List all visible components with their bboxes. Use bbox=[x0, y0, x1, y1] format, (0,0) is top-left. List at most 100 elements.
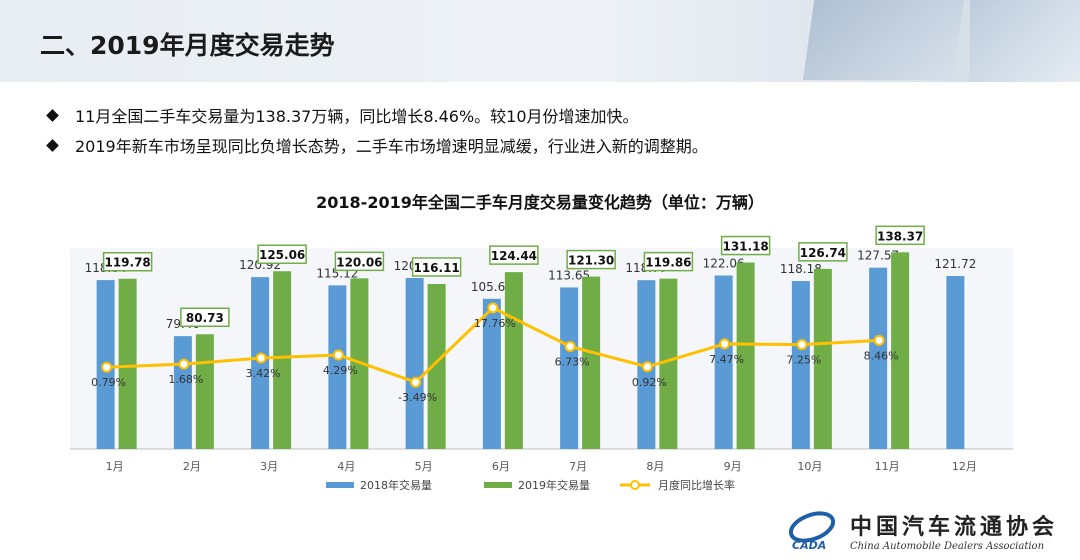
label-2019-4: 120.06 bbox=[336, 255, 382, 269]
growth-rate-label-6: 17.76% bbox=[474, 317, 516, 330]
label-2018-9: 122.06 bbox=[703, 257, 745, 271]
bullet-text: 11月全国二手车交易量为138.37万辆，同比增长8.46%。较10月份增速加快… bbox=[75, 107, 639, 126]
label-box-2019-4 bbox=[334, 251, 385, 272]
growth-rate-point-11 bbox=[873, 334, 885, 346]
header-banner: 二、2019年月度交易走势 bbox=[0, 0, 1080, 82]
legend-swatch-2018 bbox=[326, 482, 354, 488]
label-2019-9: 131.18 bbox=[722, 240, 768, 254]
growth-rate-point-8 bbox=[641, 361, 653, 373]
bar-2019-8 bbox=[659, 278, 678, 449]
label-box-2019-9 bbox=[720, 235, 771, 256]
label-2019-6: 124.44 bbox=[491, 249, 537, 263]
x-tick-label-9: 9月 bbox=[724, 460, 742, 473]
x-tick-label-6: 6月 bbox=[492, 460, 510, 473]
bar-2018-11 bbox=[869, 267, 888, 449]
growth-rate-label-8: 0.92% bbox=[632, 376, 667, 389]
bullet-item: 2019年新车市场呈现同比负增长态势，二手车市场增速明显减缓，行业进入新的调整期… bbox=[46, 130, 708, 160]
growth-rate-point-10 bbox=[796, 339, 808, 351]
legend-label-2018: 2018年交易量 bbox=[360, 478, 432, 492]
growth-rate-point-7 bbox=[564, 340, 576, 352]
legend-swatch-line-marker bbox=[630, 480, 640, 490]
x-tick-label-10: 10月 bbox=[797, 460, 822, 473]
bar-2018-7 bbox=[560, 287, 579, 449]
growth-rate-label-1: 0.79% bbox=[91, 376, 126, 389]
bar-2019-7 bbox=[582, 276, 601, 449]
bullet-item: 11月全国二手车交易量为138.37万辆，同比增长8.46%。较10月份增速加快… bbox=[46, 100, 708, 130]
label-2018-6: 105.67 bbox=[471, 280, 513, 294]
growth-rate-label-7: 6.73% bbox=[555, 355, 590, 368]
chart-title: 2018-2019年全国二手车月度交易量变化趋势（单位：万辆） bbox=[316, 193, 764, 212]
x-tick-label-5: 5月 bbox=[415, 460, 433, 473]
label-2019-7: 121.30 bbox=[568, 254, 614, 268]
bar-2019-10 bbox=[813, 268, 832, 449]
growth-rate-label-5: -3.49% bbox=[398, 391, 437, 404]
logo-english-name: China Automobile Dealers Association bbox=[850, 540, 1045, 552]
x-tick-label-12: 12月 bbox=[952, 460, 977, 473]
bar-2018-10 bbox=[791, 281, 810, 449]
label-box-2019-7 bbox=[566, 249, 616, 270]
label-2018-7: 113.65 bbox=[548, 268, 590, 282]
growth-rate-point-3 bbox=[255, 352, 267, 364]
label-2018-12: 121.72 bbox=[934, 257, 976, 271]
growth-rate-label-9: 7.47% bbox=[709, 353, 744, 366]
chart: 118.84119.781月79.4080.732月120.92125.063月… bbox=[70, 225, 1013, 492]
bar-2018-4 bbox=[328, 285, 347, 449]
x-tick-label-8: 8月 bbox=[646, 460, 664, 473]
x-tick-label-4: 4月 bbox=[337, 460, 355, 473]
growth-rate-label-2: 1.68% bbox=[168, 373, 203, 386]
label-2019-8: 119.86 bbox=[645, 256, 691, 270]
logo-chinese-name: 中国汽车流通协会 bbox=[850, 513, 1059, 540]
label-box-2019-2 bbox=[180, 307, 230, 327]
label-box-2019-11 bbox=[875, 225, 925, 246]
bar-2019-5 bbox=[427, 283, 446, 449]
label-2019-5: 116.11 bbox=[413, 261, 459, 275]
legend-label-2019: 2019年交易量 bbox=[518, 478, 590, 492]
x-tick-label-11: 11月 bbox=[875, 460, 900, 473]
bar-2019-11 bbox=[891, 252, 910, 449]
bar-2019-3 bbox=[273, 271, 292, 449]
growth-rate-label-3: 3.42% bbox=[246, 367, 281, 380]
bar-2018-2 bbox=[173, 336, 192, 449]
x-tick-label-1: 1月 bbox=[106, 460, 124, 473]
cada-logo-mark: CADA bbox=[788, 507, 842, 553]
legend-label-growth-rate: 月度同比增长率 bbox=[658, 478, 735, 492]
bar-2018-5 bbox=[405, 278, 424, 449]
growth-rate-point-5 bbox=[410, 376, 422, 388]
plot-area bbox=[70, 248, 1013, 449]
label-2019-2: 80.73 bbox=[186, 311, 224, 325]
label-box-2019-1 bbox=[102, 251, 153, 272]
bullet-text: 2019年新车市场呈现同比负增长态势，二手车市场增速明显减缓，行业进入新的调整期… bbox=[75, 137, 708, 156]
growth-rate-point-2 bbox=[178, 358, 190, 370]
growth-rate-point-6 bbox=[487, 302, 499, 314]
label-2018-11: 127.57 bbox=[857, 249, 899, 263]
label-box-2019-6 bbox=[489, 245, 539, 265]
label-2019-11: 138.37 bbox=[877, 229, 923, 243]
bar-2018-9 bbox=[714, 275, 733, 449]
growth-rate-point-9 bbox=[719, 338, 731, 350]
label-box-2019-5 bbox=[411, 257, 462, 277]
label-2018-10: 118.18 bbox=[780, 262, 822, 276]
bar-2019-2 bbox=[195, 334, 214, 449]
growth-rate-point-4 bbox=[332, 349, 344, 361]
label-box-2019-10 bbox=[798, 242, 848, 262]
x-tick-label-7: 7月 bbox=[569, 460, 587, 473]
label-2019-10: 126.74 bbox=[800, 246, 846, 260]
bar-2019-1 bbox=[118, 278, 137, 449]
bar-2019-9 bbox=[736, 262, 755, 449]
header-decoration bbox=[970, 0, 1080, 82]
growth-rate-point-1 bbox=[101, 361, 113, 373]
x-tick-label-2: 2月 bbox=[183, 460, 201, 473]
page-title: 二、2019年月度交易走势 bbox=[40, 31, 335, 60]
cada-logo: CADA 中国汽车流通协会 China Automobile Dealers A… bbox=[788, 500, 1080, 560]
growth-rate-label-10: 7.25% bbox=[786, 354, 821, 367]
bar-2018-12 bbox=[946, 275, 965, 449]
x-tick-label-3: 3月 bbox=[260, 460, 278, 473]
label-2019-3: 125.06 bbox=[259, 248, 305, 262]
logo-mark-text: CADA bbox=[792, 539, 826, 552]
bar-2019-6 bbox=[504, 272, 523, 449]
legend-swatch-2019 bbox=[484, 482, 512, 488]
label-box-2019-8 bbox=[643, 251, 694, 272]
growth-rate-label-4: 4.29% bbox=[323, 364, 358, 377]
label-box-2019-3 bbox=[257, 244, 307, 264]
label-2019-1: 119.78 bbox=[104, 256, 150, 270]
